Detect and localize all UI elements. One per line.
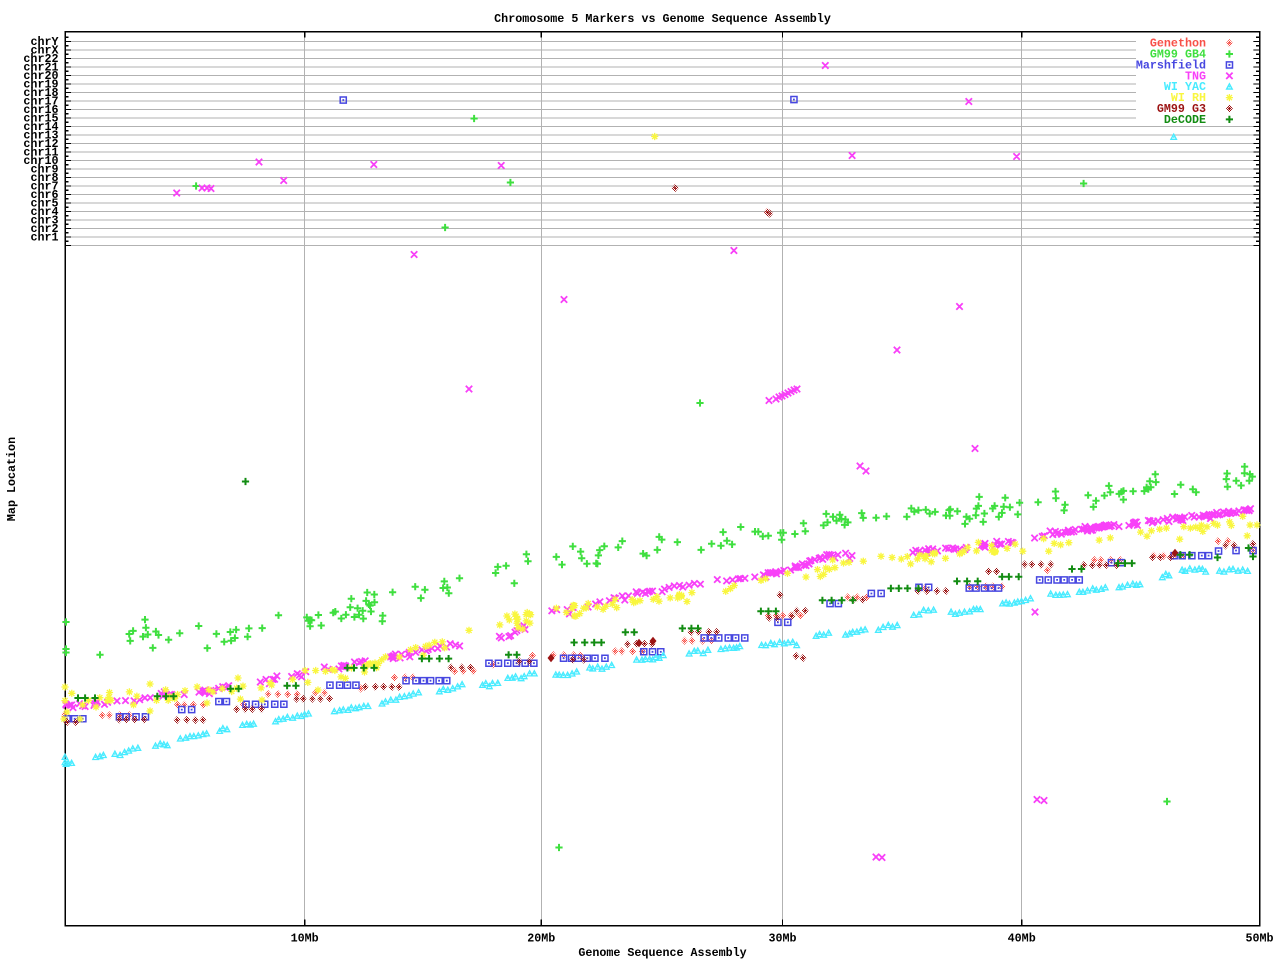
svg-text:Map Location: Map Location — [5, 437, 19, 521]
svg-text:chr12: chr12 — [23, 137, 58, 151]
svg-text:chr16: chr16 — [23, 103, 58, 117]
svg-text:10Mb: 10Mb — [291, 932, 319, 946]
svg-text:TNG: TNG — [1185, 69, 1206, 83]
svg-text:chr6: chr6 — [30, 188, 58, 202]
svg-text:chrY: chrY — [30, 35, 58, 49]
svg-text:Marshfield: Marshfield — [1136, 58, 1206, 72]
svg-text:DeCODE: DeCODE — [1164, 113, 1206, 127]
svg-text:chr21: chr21 — [23, 60, 58, 74]
svg-text:chr3: chr3 — [30, 213, 58, 227]
svg-text:chr5: chr5 — [30, 196, 58, 210]
svg-text:50Mb: 50Mb — [1245, 932, 1273, 946]
svg-text:Genethon: Genethon — [1150, 37, 1206, 51]
svg-text:20Mb: 20Mb — [527, 932, 555, 946]
svg-text:chr4: chr4 — [30, 205, 58, 219]
svg-text:chr22: chr22 — [23, 52, 58, 66]
svg-text:40Mb: 40Mb — [1008, 932, 1036, 946]
svg-text:chr8: chr8 — [30, 171, 58, 185]
svg-text:WI YAC: WI YAC — [1164, 80, 1206, 94]
svg-text:chr14: chr14 — [23, 120, 58, 134]
svg-text:GM99 G3: GM99 G3 — [1157, 102, 1206, 116]
svg-text:chr7: chr7 — [30, 179, 58, 193]
svg-text:chr13: chr13 — [23, 128, 58, 142]
svg-text:chr19: chr19 — [23, 77, 58, 91]
svg-text:chr17: chr17 — [23, 94, 58, 108]
svg-text:chr15: chr15 — [23, 111, 58, 125]
svg-text:30Mb: 30Mb — [768, 932, 796, 946]
svg-text:chr10: chr10 — [23, 154, 58, 168]
svg-text:chr20: chr20 — [23, 69, 58, 83]
svg-text:chr1: chr1 — [30, 230, 58, 244]
svg-text:chrX: chrX — [30, 43, 59, 57]
svg-text:chr11: chr11 — [23, 145, 58, 159]
svg-text:GM99 GB4: GM99 GB4 — [1150, 48, 1206, 62]
svg-text:chr2: chr2 — [30, 222, 58, 236]
svg-text:WI RH: WI RH — [1171, 91, 1206, 105]
svg-text:chr18: chr18 — [23, 86, 58, 100]
svg-text:chr9: chr9 — [30, 162, 58, 176]
svg-text:Genome Sequence Assembly: Genome Sequence Assembly — [578, 946, 746, 960]
svg-text:Chromosome 5 Markers vs Genome: Chromosome 5 Markers vs Genome Sequence … — [494, 12, 831, 26]
